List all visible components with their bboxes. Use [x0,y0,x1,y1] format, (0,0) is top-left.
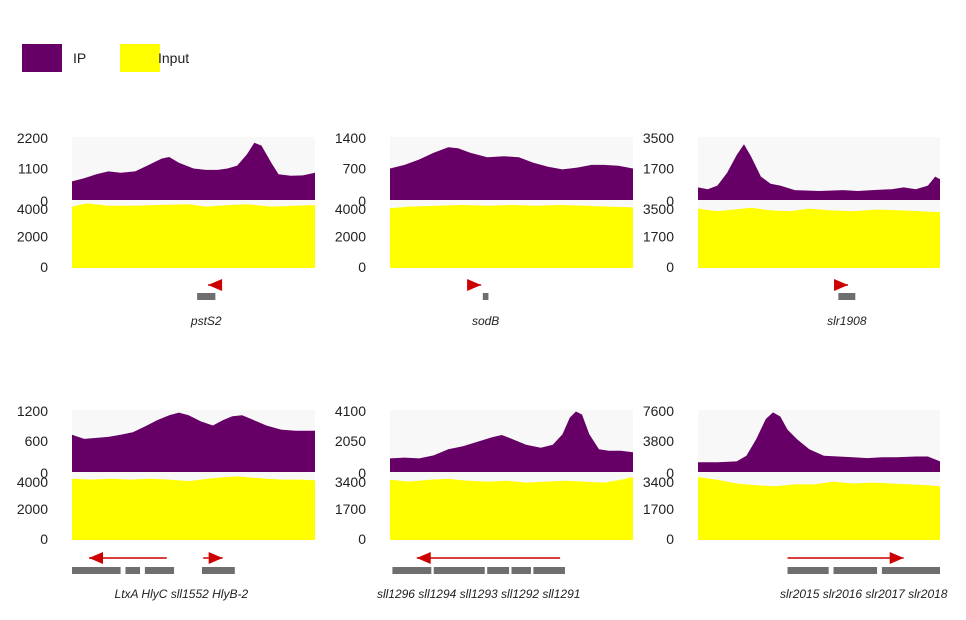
gene-bar [197,293,216,300]
legend-ip-swatch [22,44,62,72]
gene-bar [202,567,235,574]
gene-bar [833,567,878,574]
legend: IP Input [22,44,189,72]
gene-bar [881,567,940,574]
ip-y-tick-label: 1400 [335,130,366,146]
gene-bar [433,567,485,574]
input-coverage-area [698,207,940,268]
gene-direction-arrow [203,552,223,564]
ip-y-tick-label: 3800 [643,433,674,449]
ip-y-tick-label: 600 [25,433,49,449]
gene-bar [72,567,121,574]
gene-bar [511,567,531,574]
gene-bar [838,293,856,300]
input-y-tick-label: 0 [358,531,366,547]
input-y-tick-label: 3500 [643,201,674,217]
ip-coverage-area [390,147,633,200]
gene-label: LtxA HlyC sll1552 HlyB-2 [115,587,249,601]
legend-input-label: Input [158,50,189,66]
gene-label: sll1296 sll1294 sll1293 sll1292 sll1291 [377,587,580,601]
input-y-tick-label: 3400 [643,474,674,490]
gene-label: pstS2 [190,314,222,328]
ip-y-tick-label: 1700 [643,161,674,177]
gene-direction-arrow [208,279,223,291]
input-y-tick-label: 0 [666,531,674,547]
ip-coverage-area [72,412,315,472]
ip-y-tick-label: 0 [40,465,48,481]
ip-y-tick-label: 2200 [17,130,48,146]
input-coverage-area [390,205,633,268]
input-y-tick-label: 0 [40,531,48,547]
ip-coverage-area [390,411,633,472]
input-y-tick-label: 4000 [17,474,48,490]
panels: 220011000400020000pstS214007000400020000… [17,130,948,601]
input-coverage-area [72,203,315,268]
gene-bar [787,567,829,574]
gene-direction-arrow [89,552,167,564]
gene-direction-arrow [416,552,561,564]
gene-direction-arrow [787,552,904,564]
ip-y-tick-label: 0 [40,193,48,209]
input-coverage-area [72,476,315,540]
input-y-tick-label: 3400 [335,474,366,490]
input-y-tick-label: 1700 [335,501,366,517]
gene-bar [533,567,565,574]
input-y-tick-label: 1700 [643,229,674,245]
ip-y-tick-label: 2050 [335,433,366,449]
legend-input-swatch [120,44,160,72]
gene-bar [487,567,510,574]
gene-label: slr1908 [827,314,867,328]
gene-direction-arrow [467,279,482,291]
gene-label: slr2015 slr2016 slr2017 slr2018 [780,587,948,601]
ip-y-tick-label: 0 [666,465,674,481]
gene-direction-arrow [834,279,849,291]
input-y-tick-label: 2000 [335,229,366,245]
gene-bar [144,567,175,574]
ip-coverage-area [698,144,940,200]
input-y-tick-label: 2000 [17,501,48,517]
ip-y-tick-label: 7600 [643,403,674,419]
input-y-tick-label: 4000 [335,201,366,217]
input-y-tick-label: 4000 [17,201,48,217]
gene-bar [482,293,489,300]
ip-y-tick-label: 1100 [18,161,48,177]
ip-y-tick-label: 4100 [335,403,366,419]
input-y-tick-label: 0 [40,259,48,275]
input-y-tick-label: 0 [666,259,674,275]
ip-coverage-area [72,142,315,200]
ip-y-tick-label: 700 [343,161,367,177]
input-coverage-area [698,477,940,540]
gene-bar [392,567,432,574]
ip-y-tick-label: 0 [358,193,366,209]
input-coverage-area [390,477,633,540]
ip-y-tick-label: 0 [666,193,674,209]
ip-y-tick-label: 0 [358,465,366,481]
gene-bar [125,567,141,574]
ip-coverage-area [698,412,940,472]
input-y-tick-label: 0 [358,259,366,275]
input-y-tick-label: 2000 [17,229,48,245]
legend-ip-label: IP [73,50,86,66]
gene-label: sodB [472,314,499,328]
input-y-tick-label: 1700 [643,501,674,517]
ip-y-tick-label: 1200 [17,403,48,419]
ip-y-tick-label: 3500 [643,130,674,146]
